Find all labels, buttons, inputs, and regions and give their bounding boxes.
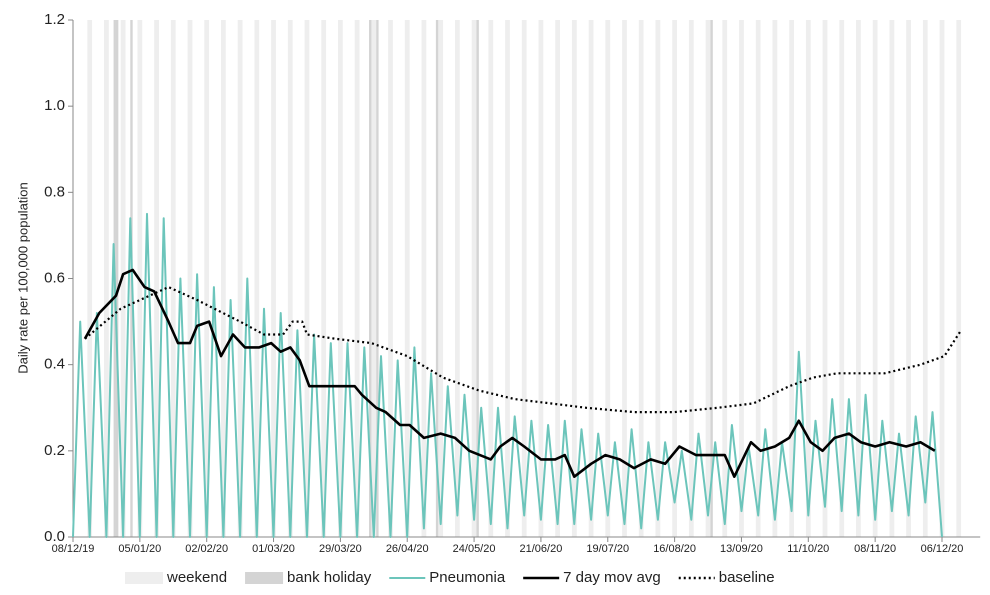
weekend-band: [538, 20, 544, 537]
weekend-band: [488, 20, 494, 537]
weekend-band: [388, 20, 393, 537]
weekend-band: [571, 20, 577, 537]
x-tick-label: 26/04/20: [386, 543, 429, 555]
x-tick-label: 05/01/20: [118, 543, 161, 555]
weekend-band: [254, 20, 260, 537]
weekend-band: [505, 20, 510, 537]
weekend-band: [922, 20, 928, 537]
x-tick-label: 01/03/20: [252, 543, 295, 555]
weekend-band: [321, 20, 327, 537]
weekend-band: [555, 20, 561, 537]
weekend-band: [605, 20, 611, 537]
weekend-band: [688, 20, 694, 537]
weekend-band: [187, 20, 193, 537]
weekend-band: [856, 20, 861, 537]
bank-holiday-band: [369, 20, 372, 537]
y-tick-label: 1.0: [44, 97, 65, 114]
x-tick-label: 29/03/20: [319, 543, 362, 555]
x-tick-label: 13/09/20: [720, 543, 763, 555]
weekend-band: [471, 20, 477, 537]
weekend-band: [622, 20, 627, 537]
y-tick-label: 0.2: [44, 442, 65, 459]
weekend-band: [889, 20, 895, 537]
weekend-band: [739, 20, 744, 537]
y-tick-label: 0.8: [44, 183, 65, 200]
bank-holiday-band: [435, 20, 439, 537]
weekend-band: [371, 20, 377, 537]
weekend-band: [87, 20, 93, 537]
series-line: [84, 286, 963, 414]
weekend-band: [170, 20, 176, 537]
x-tick-label: 21/06/20: [520, 543, 563, 555]
x-tick-label: 19/07/20: [586, 543, 629, 555]
weekend-band: [655, 20, 661, 537]
weekend-band: [271, 20, 276, 537]
weekend-band: [805, 20, 811, 537]
x-tick-label: 06/12/20: [921, 543, 964, 555]
weekend-band: [287, 20, 293, 537]
weekend-band: [939, 20, 945, 537]
y-tick-label: 0.6: [44, 269, 65, 286]
weekend-band: [221, 20, 226, 537]
legend-label: 7 day mov avg: [563, 569, 661, 586]
weekend-band: [120, 20, 126, 537]
weekend-band: [237, 20, 243, 537]
weekend-band: [104, 20, 109, 537]
weekend-band: [438, 20, 444, 537]
weekend-band: [154, 20, 159, 537]
weekend-band: [337, 20, 343, 537]
y-tick-label: 0.4: [44, 356, 65, 373]
bank-holiday-band: [710, 20, 713, 537]
weekend-band: [354, 20, 360, 537]
series-line: [72, 212, 943, 538]
bank-holiday-band: [476, 20, 479, 537]
weekend-band: [839, 20, 845, 537]
weekend-band: [588, 20, 594, 537]
legend-label: bank holiday: [287, 569, 372, 586]
weekend-band: [755, 20, 761, 537]
y-tick-label: 1.2: [44, 11, 65, 28]
legend-label: baseline: [719, 569, 775, 586]
legend-label: weekend: [166, 569, 227, 586]
weekend-band: [822, 20, 828, 537]
weekend-band: [705, 20, 711, 537]
y-axis-label: Daily rate per 100,000 population: [15, 182, 30, 374]
weekend-band: [638, 20, 644, 537]
weekend-band: [204, 20, 210, 537]
weekend-band: [722, 20, 728, 537]
x-tick-label: 24/05/20: [453, 543, 496, 555]
weekend-band: [304, 20, 310, 537]
x-tick-label: 08/12/19: [52, 543, 95, 555]
weekend-band: [454, 20, 460, 537]
weekend-band: [789, 20, 794, 537]
x-tick-label: 02/02/20: [185, 543, 228, 555]
x-tick-label: 11/10/20: [787, 543, 829, 555]
weekend-band: [421, 20, 427, 537]
weekend-band: [521, 20, 527, 537]
weekend-band: [872, 20, 878, 537]
legend-label: Pneumonia: [429, 569, 506, 586]
weekend-band: [906, 20, 911, 537]
legend-swatch: [245, 572, 284, 584]
x-tick-label: 16/08/20: [653, 543, 696, 555]
weekend-band: [772, 20, 778, 537]
bank-holiday-band: [376, 20, 379, 537]
weekend-band: [672, 20, 678, 537]
bank-holiday-band: [115, 20, 119, 537]
x-tick-label: 08/11/20: [854, 543, 896, 555]
weekend-band: [956, 20, 962, 537]
y-tick-label: 0.0: [44, 528, 65, 545]
legend-swatch: [125, 572, 163, 584]
series-line: [83, 268, 936, 478]
weekend-band: [404, 20, 410, 537]
